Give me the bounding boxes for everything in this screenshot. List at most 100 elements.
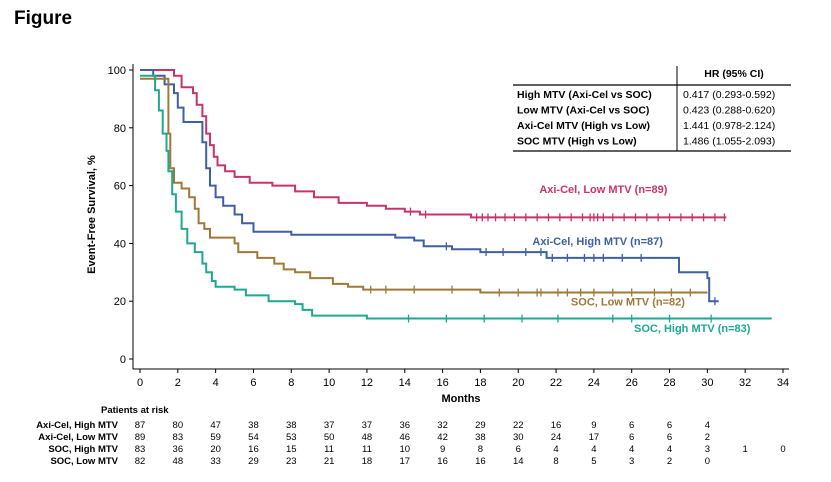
hr-row-value: 0.423 (0.288-0.620) [683, 105, 775, 117]
x-tick-label: 14 [399, 377, 411, 389]
risk-count: 16 [475, 456, 486, 467]
series-line [140, 74, 772, 320]
risk-row-label: Axi-Cel, High MTV [36, 420, 118, 431]
series-axi-high [140, 69, 719, 306]
risk-count: 80 [173, 420, 184, 431]
risk-count: 8 [553, 456, 558, 467]
x-tick-label: 12 [361, 377, 373, 389]
risk-count: 83 [135, 444, 146, 455]
risk-count: 2 [705, 432, 710, 443]
series-soc-low [140, 77, 708, 297]
x-tick-label: 22 [550, 377, 562, 389]
risk-count: 1 [743, 444, 748, 455]
risk-count: 16 [437, 456, 448, 467]
risk-count: 87 [135, 420, 146, 431]
x-tick-label: 26 [626, 377, 638, 389]
figure-title: Figure [14, 8, 73, 29]
risk-count: 22 [513, 420, 524, 431]
risk-count: 59 [210, 432, 221, 443]
y-tick-label: 60 [114, 181, 126, 193]
series-soc-high [140, 74, 772, 323]
risk-table-title: Patients at risk [101, 405, 169, 416]
risk-count: 0 [705, 456, 710, 467]
risk-count: 14 [513, 456, 524, 467]
risk-count: 38 [248, 420, 259, 431]
curve-labels: Axi-Cel, Low MTV (n=89) Axi-Cel, High MTV… [532, 184, 750, 335]
curve-label: Axi-Cel, Low MTV (n=89) [539, 184, 667, 196]
risk-count: 15 [286, 444, 297, 455]
risk-count: 42 [437, 432, 448, 443]
curve-label: SOC, Low MTV (n=82) [571, 297, 685, 309]
risk-count: 36 [173, 444, 184, 455]
x-tick-label: 34 [777, 377, 789, 389]
x-tick-label: 2 [175, 377, 181, 389]
risk-count: 4 [553, 444, 558, 455]
risk-count: 4 [705, 420, 710, 431]
risk-count: 17 [399, 456, 410, 467]
risk-count: 6 [667, 432, 672, 443]
hr-row-label: High MTV (Axi-Cel vs SOC) [517, 89, 652, 101]
risk-count: 2 [667, 456, 672, 467]
x-tick-label: 32 [739, 377, 751, 389]
hr-row-label: SOC MTV (High vs Low) [517, 136, 637, 148]
hr-row-label: Axi-Cel MTV (High vs Low) [517, 120, 650, 132]
x-tick-label: 6 [250, 377, 256, 389]
x-axis-title: Months [441, 393, 480, 405]
risk-row-label: Axi-Cel, Low MTV [38, 432, 118, 443]
risk-count: 36 [399, 420, 410, 431]
risk-count: 9 [591, 420, 596, 431]
risk-count: 17 [589, 432, 600, 443]
series-line [140, 69, 719, 303]
x-tick-label: 8 [288, 377, 294, 389]
risk-count: 46 [399, 432, 410, 443]
hr-row-label: Low MTV (Axi-Cel vs SOC) [517, 105, 649, 117]
risk-count: 23 [286, 456, 297, 467]
survival-curves [140, 69, 772, 323]
risk-count: 30 [513, 432, 524, 443]
x-tick-label: 0 [137, 377, 143, 389]
y-tick-label: 40 [114, 238, 126, 250]
series-line [140, 69, 727, 219]
risk-count: 50 [324, 432, 335, 443]
risk-count: 48 [362, 432, 373, 443]
x-tick-label: 28 [663, 377, 675, 389]
risk-count: 53 [286, 432, 297, 443]
risk-row-label: SOC, Low MTV [50, 456, 118, 467]
risk-count: 29 [475, 420, 486, 431]
risk-count: 4 [591, 444, 596, 455]
x-tick-label: 20 [512, 377, 524, 389]
risk-count: 5 [591, 456, 596, 467]
series-axi-low [140, 69, 727, 222]
y-axis-title: Event-Free Survival, % [86, 155, 98, 274]
x-tick-label: 24 [588, 377, 600, 389]
hr-row-value: 0.417 (0.293-0.592) [683, 89, 775, 101]
x-tick-label: 4 [213, 377, 219, 389]
risk-count: 11 [324, 444, 334, 455]
risk-count: 3 [629, 456, 634, 467]
risk-count: 4 [667, 444, 672, 455]
hr-table-header: HR (95% CI) [704, 68, 764, 80]
risk-count: 47 [210, 420, 221, 431]
risk-count: 6 [629, 432, 634, 443]
y-tick-label: 100 [108, 65, 126, 77]
x-tick-label: 18 [474, 377, 486, 389]
x-tick-label: 10 [323, 377, 335, 389]
risk-row-label: SOC, High MTV [48, 444, 118, 455]
risk-count: 10 [399, 444, 410, 455]
hr-table: HR (95% CI) High MTV (Axi-Cel vs SOC) 0.41… [513, 66, 791, 152]
curve-label: Axi-Cel, High MTV (n=87) [532, 236, 663, 248]
risk-count: 16 [248, 444, 259, 455]
y-tick-label: 80 [114, 123, 126, 135]
x-tick-label: 30 [701, 377, 713, 389]
risk-count: 33 [210, 456, 221, 467]
y-tick-label: 20 [114, 296, 126, 308]
series-line [140, 77, 708, 294]
risk-count: 32 [437, 420, 448, 431]
risk-count: 29 [248, 456, 259, 467]
risk-count: 3 [705, 444, 710, 455]
risk-count: 6 [667, 420, 672, 431]
risk-count: 83 [173, 432, 184, 443]
